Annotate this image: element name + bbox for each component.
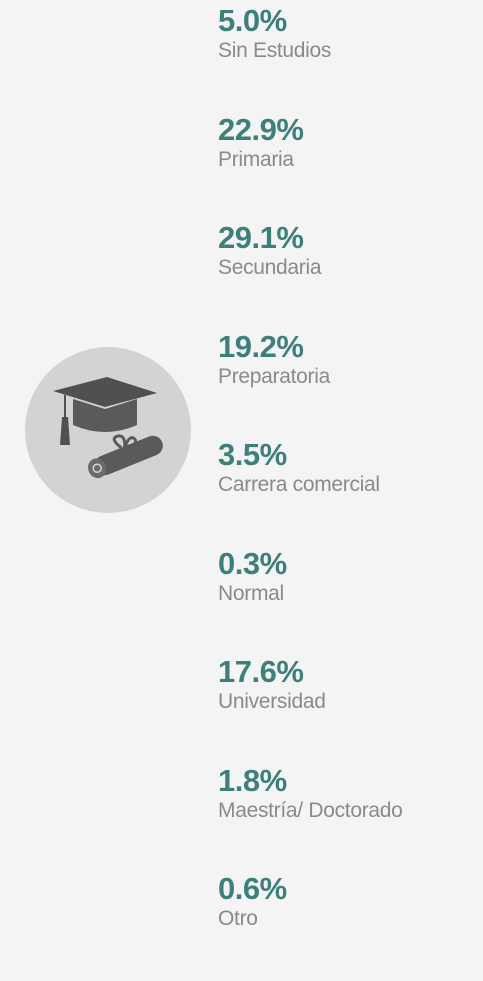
stat-item: 3.5% Carrera comercial: [218, 438, 480, 547]
stat-item: 0.3% Normal: [218, 545, 480, 656]
stat-label: Secundaria: [218, 256, 322, 279]
stat-value: 1.8%: [218, 762, 287, 798]
stat-item: 1.8% Maestría/ Doctorado: [218, 762, 480, 873]
stat-label: Preparatoria: [218, 364, 330, 388]
stat-value: 29.1%: [218, 220, 304, 255]
stat-value: 22.9%: [218, 111, 304, 147]
page: {"items": [ {"value": "5.0%", "label": "…: [25, 3, 403, 930]
stat-item: 22.9% Primaria: [218, 111, 480, 222]
stat-label: Primaria: [218, 147, 294, 171]
stat-item: 17.6% Universidad: [218, 655, 480, 764]
stat-item: 19.2% Preparatoria: [218, 328, 480, 439]
stat-label: Maestría/ Doctorado: [218, 798, 403, 822]
stat-value: 3.5%: [218, 437, 287, 472]
stat-list: 5.0% Sin Estudios 22.9% Primaria 29.1% Secund…: [218, 4, 480, 981]
stat-value: 19.2%: [218, 328, 304, 364]
stat-item: 5.0% Sin Estudios: [218, 4, 480, 113]
stat-item: 29.1% Secundaria: [218, 221, 480, 330]
stat-label: Sin Estudios: [218, 39, 332, 62]
stat-value: 17.6%: [218, 654, 304, 689]
stat-value: 0.3%: [218, 545, 287, 581]
stat-label: Normal: [218, 581, 284, 605]
stat-value: 5.0%: [218, 3, 287, 38]
stat-label: Otro: [218, 907, 258, 930]
stat-value: 0.6%: [218, 871, 287, 906]
education-icon: [25, 347, 191, 513]
stat-label: Universidad: [218, 690, 326, 713]
stat-label: Carrera comercial: [218, 473, 380, 496]
stat-item: 0.6% Otro: [218, 872, 480, 981]
